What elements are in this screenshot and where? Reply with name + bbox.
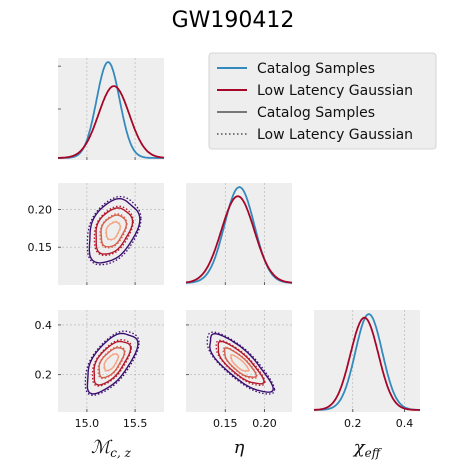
legend-label: Low Latency Gaussian — [257, 127, 413, 143]
panel-bg — [314, 310, 420, 412]
contour-lowlat — [91, 339, 133, 387]
panel-bg — [58, 310, 164, 412]
panel-bg — [186, 310, 292, 412]
legend-label: Catalog Samples — [257, 61, 375, 77]
axis-label-chi: χeff — [352, 437, 383, 460]
x-tick-label: 15.0 — [75, 417, 100, 430]
panel-eta-eta — [185, 183, 292, 285]
lowlat-marginal-chi — [313, 316, 420, 411]
y-tick-label: 0.15 — [28, 241, 53, 254]
contour-lowlat — [206, 331, 276, 395]
legend-box — [208, 52, 437, 150]
axis-label-eta: η — [234, 437, 245, 458]
contour-lowlat — [93, 205, 134, 257]
lowlat-marginal-eta — [185, 195, 292, 284]
x-tick-label: 0.20 — [252, 417, 277, 430]
x-tick-label: 0.2 — [344, 417, 362, 430]
contour-lowlat — [103, 352, 120, 372]
x-tick-label: 0.15 — [213, 417, 238, 430]
panel-bg — [186, 183, 292, 285]
contour-lowlat — [97, 345, 126, 380]
catalog-marginal-chi — [314, 313, 420, 411]
panel-bg — [58, 58, 164, 160]
catalog-marginal-mcz — [58, 61, 164, 159]
contour-catalog — [209, 332, 274, 393]
x-tick-label: 0.4 — [396, 417, 414, 430]
legend: Catalog Samples Low Latency Gaussian Catal… — [208, 52, 437, 150]
contour-catalog — [100, 214, 128, 248]
contour-lowlat — [222, 346, 258, 379]
contour-catalog — [217, 340, 265, 385]
panels: 0.2 0.4 χeff 0.15 0.20 0.2 0.4 15.0 15.5 ℳc, z 0.1… — [28, 58, 420, 460]
y-tick-label: 0.4 — [35, 319, 53, 332]
panel-bg — [58, 183, 164, 285]
contour-catalog — [88, 198, 141, 264]
panel-mcz-mcz — [58, 58, 164, 160]
axis-label-mcz: ℳc, z — [91, 437, 132, 460]
contour-catalog — [95, 207, 134, 255]
contour-lowlat — [215, 339, 266, 386]
contour-catalog — [103, 353, 119, 372]
y-tick-label: 0.2 — [35, 369, 53, 382]
contour-catalog — [98, 347, 126, 379]
contour-lowlat — [84, 330, 140, 396]
x-tick-label: 15.5 — [123, 417, 148, 430]
contour-catalog — [93, 340, 132, 386]
lowlat-marginal-mcz — [58, 85, 164, 159]
contour-lowlat — [105, 220, 122, 241]
legend-label: Low Latency Gaussian — [257, 83, 413, 99]
chart-title: GW190412 — [172, 8, 295, 33]
contour-catalog — [86, 332, 139, 395]
panel-chi-mcz: 0.2 0.4 15.0 15.5 ℳc, z — [35, 310, 164, 460]
legend-label: Catalog Samples — [257, 105, 375, 121]
panel-eta-mcz: 0.15 0.20 — [28, 183, 164, 285]
panel-chi-eta: 0.15 0.20 η — [186, 310, 292, 458]
panel-chi-chi: 0.2 0.4 χeff — [313, 310, 420, 460]
y-tick-label: 0.20 — [28, 203, 53, 216]
